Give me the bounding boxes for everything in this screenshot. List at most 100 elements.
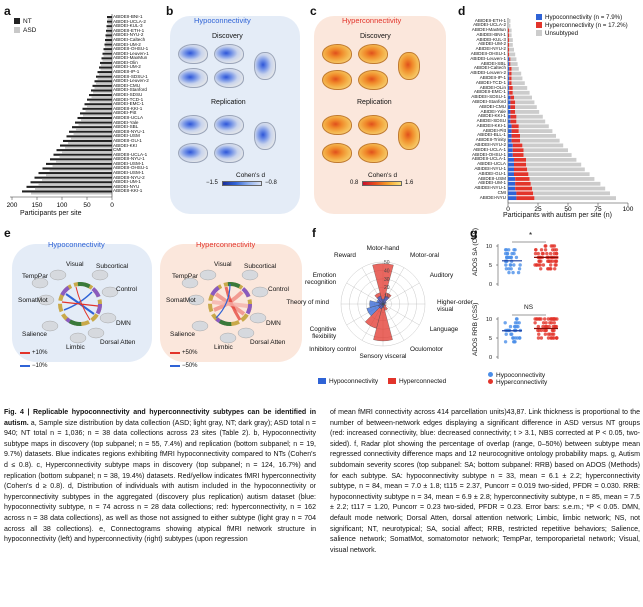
site-label: CMI [497,189,506,195]
unsubtyped-bar [528,172,590,177]
unsubtyped-bar [515,100,535,105]
asd-bar [59,155,112,158]
x-tick-label: 50 [564,206,572,213]
radar-spoke [382,282,420,305]
brain-hypo-disc-3 [178,68,208,88]
pg-top-tick-5: 5 [489,263,493,269]
pg-hyper-point [548,321,552,325]
asd-bar [81,119,112,122]
nt-bar [66,135,112,138]
site-label: ABIDEI-UCLA-2 [113,18,146,24]
nt-bar [60,144,112,147]
site-label: ABIDEII-GU-1 [113,137,142,143]
site-label: ABIDEI-NYU-2 [113,32,144,38]
panel-a-xlabel: Participants per site [20,210,82,217]
pg-hyper-point [552,244,557,248]
pg-hyper-point [545,251,549,256]
hyper-bar [511,138,520,143]
hypo-bar [508,62,510,66]
unsubtyped-bar [510,57,517,62]
brain-hyper-rep-top [398,122,420,150]
panel-d-bar-chart: 0 25 50 75 100 [506,18,634,213]
panel-g-sig-top: * [529,231,533,240]
unsubtyped-bar [510,62,518,66]
radar-axis-label: Auditory [429,272,454,279]
pg-hypo-point [504,332,508,336]
hyper-label-dorsal-atten: Dorsal Atten [250,339,286,346]
hyper-legend-plus: +50% [182,350,198,356]
hyper-swatch [536,22,542,29]
hypo-bar [508,71,510,76]
pg-hyper-point [543,244,547,248]
hyper-bar [508,38,510,42]
hyper-bar [510,110,516,114]
asd-bar [65,146,112,149]
hyper-bar [510,105,516,110]
pg-hyper-point [543,324,548,329]
site-label: ABIDEI-KKI-1 [477,113,506,119]
pg-bot-tick-10: 10 [486,317,493,323]
hypo-label-somatmot: SomatMot [18,297,48,304]
radar-axis-label: Emotion recognition [304,272,337,286]
pg-hypo-dot [488,372,493,377]
brain-hyper-disc-3 [322,70,352,90]
pg-hyper-point [538,263,542,267]
unsubtyped-bar [518,129,553,133]
panel-e-hyper-title: Hyperconnectivity [196,240,256,249]
pg-hypo-point [507,248,511,252]
unsubtyped-bar [526,157,577,162]
nt-bar [80,112,112,115]
pg-hyper-point [550,328,555,333]
pg-hypo-point [512,263,516,267]
unsubtyped-bar [533,191,610,196]
radar-axis-label: Theory of mind [286,299,329,306]
nt-bar [77,116,112,120]
asd-swatch [14,27,20,34]
x-tick-label: 100 [623,206,634,213]
hyper-bar [508,52,510,57]
unsubtyped-bar [516,114,543,119]
pg-hypo-point [510,332,514,336]
hyper-label-subcortical: Subcortical [244,263,277,270]
hyper-label-control: Control [268,286,289,293]
site-label: ABIDEI-USM [113,133,140,139]
pg-hypo-point [515,321,519,325]
panel-c-cbar-label: Cohen's d [368,172,398,179]
pg-hypo-point [512,248,516,252]
hypo-bar [508,138,512,143]
site-label: ABIDEII-UCLA-1 [113,151,148,157]
hyper-bar [515,186,532,191]
nt-bar [63,139,112,142]
nt-bar [42,167,112,170]
unsubtyped-bar [509,52,516,57]
panel-b-cbar-max: −0.8 [265,180,277,186]
pg-hyper-point [542,317,547,321]
hyper-bar [508,42,510,47]
site-label: ABIDEI-EMC-1 [113,101,144,107]
hyper-bar [510,95,514,100]
brain-hypo-disc-4 [214,68,244,88]
hyper-label-salience: Salience [170,331,195,338]
pg-hyper-point [537,332,541,336]
brain-hyper-disc-top [398,52,420,80]
pg-hyper-point [544,321,548,325]
asd-bar [106,36,112,39]
site-label: ABIDEI-UCLA [477,161,506,167]
hypo-bar [508,143,513,148]
panel-g-ylabel-bottom: ADOS RRB (CSS) [472,302,479,356]
asd-bar [104,50,112,53]
unsubtyped-bar [511,76,523,81]
unsubtyped-bar [509,42,513,47]
brain-hyper-disc-1 [322,44,352,64]
site-label: ABIDEII-OHSU-1 [470,51,506,57]
pg-legend-hypo: Hypoconnectivity [496,372,546,379]
caption-title: Fig. 4 | Replicable hypoconnectivity and… [4,409,316,427]
nt-bar [30,181,112,184]
pg-hypo-point [516,270,521,275]
radar-hyper-swatch [387,378,396,385]
asd-bar [105,45,112,48]
unsubtyped-bar [511,66,519,71]
panel-e-connectograms [20,269,269,367]
site-label: ABIDEI-Olin [113,59,138,65]
site-label: ABIDEII-IP-1 [479,74,506,80]
